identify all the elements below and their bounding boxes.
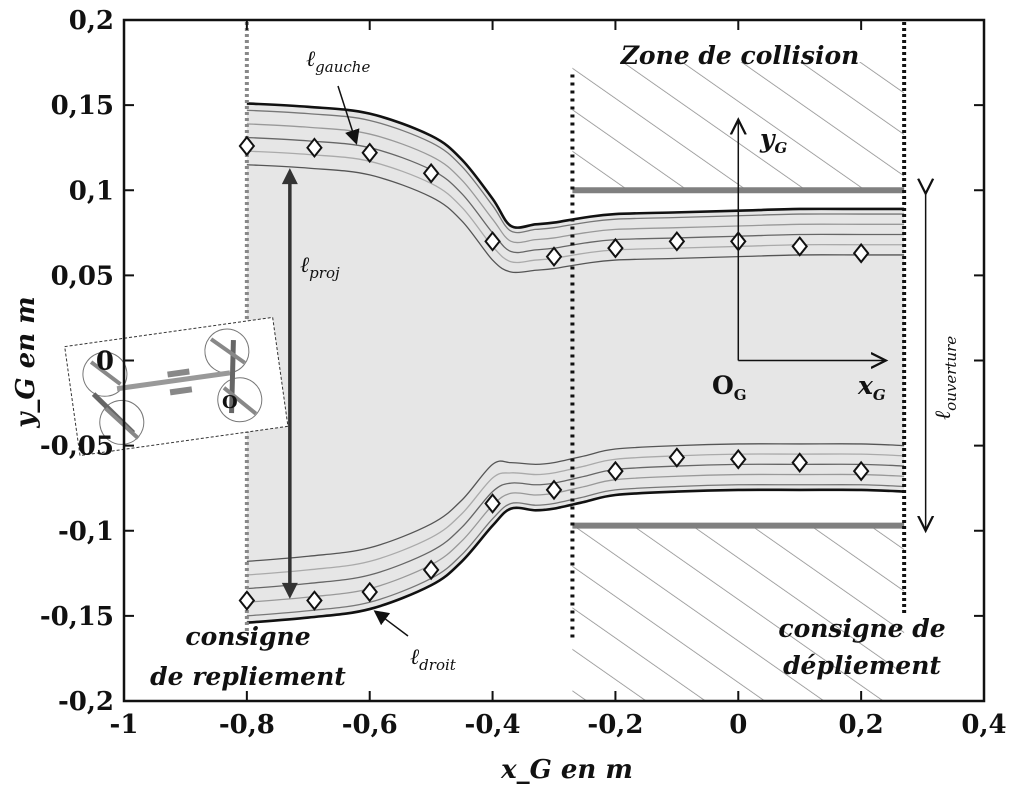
marker-left-7 xyxy=(607,237,624,259)
robot-leg-1 xyxy=(89,360,122,386)
trajectory-lower-5 xyxy=(246,443,905,563)
robot-sketch xyxy=(64,316,289,457)
trajectory-upper-4 xyxy=(246,150,905,264)
yg-label: yG xyxy=(759,124,788,157)
plot-frame xyxy=(122,18,986,703)
marker-right-3 xyxy=(361,581,378,603)
robot-center-mark xyxy=(167,368,190,378)
robot-leg-2 xyxy=(104,407,140,440)
marker-left-1 xyxy=(238,135,256,157)
l-gauche-label: ℓgauche xyxy=(306,47,370,76)
envelope-lower-line xyxy=(246,488,905,624)
y-axis-title: y_G en m xyxy=(11,296,41,428)
marker-left-11 xyxy=(852,242,870,264)
x-tick-label-1: -1 xyxy=(110,710,139,740)
marker-left-3 xyxy=(361,142,378,164)
marker-right-5 xyxy=(484,493,501,514)
x-tick-label-8: 0,4 xyxy=(961,710,1006,740)
x-tick-label-4: -0,4 xyxy=(465,710,521,740)
y-tick-label-2: 0,15 xyxy=(51,91,114,121)
consigne-depliement-line1: consigne de xyxy=(778,614,945,643)
x-tick-label-3: -0,6 xyxy=(342,710,398,740)
consigne-repliement-line1: consigne xyxy=(185,622,310,651)
marker-left-10 xyxy=(791,236,808,257)
collision-zones xyxy=(572,62,905,700)
marker-left-6 xyxy=(545,246,563,267)
l-ouverture-label: ℓouverture xyxy=(931,336,960,420)
trajectory-lower-1 xyxy=(246,484,905,617)
x-tick-label-7: 0,2 xyxy=(839,710,884,740)
trajectory-upper-2 xyxy=(246,123,905,244)
l-proj-arrow-head-top xyxy=(281,168,298,185)
trajectory-bundle xyxy=(246,102,905,624)
robot-leg-3 xyxy=(209,337,246,365)
consigne-repliement-line2: de repliement xyxy=(150,662,346,691)
trajectory-lower-3 xyxy=(246,463,905,590)
l-gauche-pointer xyxy=(337,85,360,145)
y-tick-label-9: -0,2 xyxy=(58,687,114,717)
y-tick-label-7: -0,1 xyxy=(58,517,114,547)
trajectory-lower-2 xyxy=(246,473,905,603)
marker-left-2 xyxy=(306,137,323,159)
y-tick-label-5: 0 xyxy=(96,347,114,377)
wheel-track-markers xyxy=(238,135,870,611)
trajectory-lower-4 xyxy=(246,453,905,576)
l-proj-arrow-head-bottom xyxy=(281,582,298,599)
tick-labels: -1 -0,8 -0,6 -0,4 -0,2 0 0,2 0,4 0,2 0,15 0,1 0,05 0… xyxy=(40,6,1007,740)
marker-left-8 xyxy=(668,230,686,252)
marker-left-4 xyxy=(422,162,440,184)
robot-origin-label: O xyxy=(222,392,238,413)
marker-right-11 xyxy=(852,460,870,482)
y-tick-label-1: 0,2 xyxy=(69,6,114,36)
y-tick-label-6: -0,05 xyxy=(40,432,114,462)
trajectory-upper-3 xyxy=(246,136,905,254)
marker-right-8 xyxy=(668,447,686,468)
marker-right-2 xyxy=(306,590,323,611)
l-proj-label: ℓproj xyxy=(300,253,340,282)
x-axis-title: x_G en m xyxy=(500,755,633,785)
marker-right-9 xyxy=(730,448,747,470)
y-tick-label-8: -0,15 xyxy=(40,602,114,632)
robot-body xyxy=(116,370,231,392)
l-droit-pointer xyxy=(373,610,409,637)
marker-right-7 xyxy=(607,460,624,482)
marker-right-1 xyxy=(238,590,256,611)
robot-center-mark-2 xyxy=(169,386,193,396)
envelope-upper-line xyxy=(246,102,905,229)
marker-right-4 xyxy=(422,559,440,581)
trajectory-upper-1 xyxy=(246,109,905,234)
y-tick-label-3: 0,1 xyxy=(69,176,114,206)
marker-left-5 xyxy=(484,230,501,252)
marker-right-10 xyxy=(791,452,808,474)
robot-leg-4 xyxy=(222,386,258,416)
collision-zone-lower xyxy=(572,525,905,700)
robot xyxy=(64,316,289,457)
x-tick-label-5: -0,2 xyxy=(587,710,643,740)
dimension-arrows xyxy=(281,85,926,637)
y-tick-label-4: 0,05 xyxy=(51,261,114,291)
trajectory-upper-5 xyxy=(246,164,905,274)
og-label: OG xyxy=(712,371,747,404)
l-droit-label: ℓdroit xyxy=(410,645,457,674)
marker-right-6 xyxy=(545,479,563,501)
x-tick-label-2: -0,8 xyxy=(219,710,275,740)
zone-collision-label: Zone de collision xyxy=(620,41,860,70)
x-tick-label-6: 0 xyxy=(729,710,747,740)
consigne-depliement-line2: dépliement xyxy=(783,651,941,680)
xg-label: xG xyxy=(857,371,886,404)
